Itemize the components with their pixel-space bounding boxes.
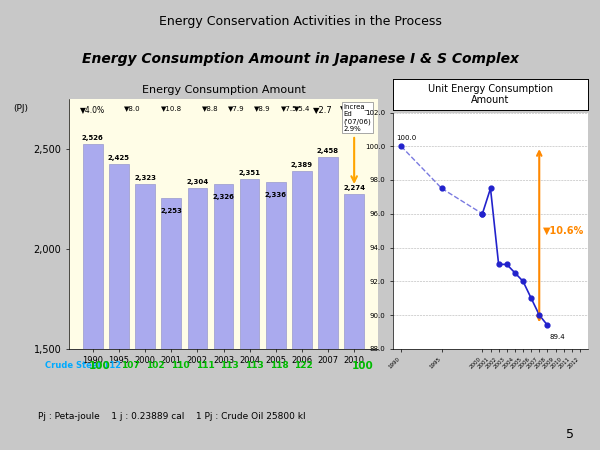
Text: ▼4.0%: ▼4.0% [80,105,106,114]
Text: 100: 100 [352,361,373,371]
Point [518,278,528,285]
Text: 2,336: 2,336 [265,192,287,198]
Point [397,143,406,150]
Text: 2,274: 2,274 [343,185,365,191]
Text: 118: 118 [270,361,289,370]
Text: ▼10.8: ▼10.8 [161,105,182,111]
Text: 100.0: 100.0 [396,135,416,141]
Text: 122: 122 [295,361,313,370]
Point [502,261,512,268]
Point [486,185,496,192]
Text: Crude Steel 112: Crude Steel 112 [45,361,121,370]
Point [494,261,503,268]
Text: 2,304: 2,304 [186,179,208,185]
Text: 2,351: 2,351 [239,170,260,176]
Text: Pj : Peta-joule    1 j : 0.23889 cal    1 Pj : Crude Oil 25800 kl: Pj : Peta-joule 1 j : 0.23889 cal 1 Pj :… [38,412,305,421]
Text: Energy Consumption Amount in Japanese I & S Complex: Energy Consumption Amount in Japanese I … [82,52,518,66]
Text: ▼8.9: ▼8.9 [254,105,271,111]
Text: ▼8.0: ▼8.0 [124,105,140,111]
Bar [266,182,286,450]
Text: 2,323: 2,323 [134,176,156,181]
Bar [318,158,338,450]
Title: Energy Consumption Amount: Energy Consumption Amount [142,86,305,95]
Bar [292,171,311,450]
Text: 110: 110 [171,361,190,370]
Text: ▼10%: ▼10% [340,105,368,114]
Text: 89.4: 89.4 [549,333,565,340]
Text: 5: 5 [566,428,574,441]
Bar [344,194,364,450]
Text: 2,458: 2,458 [317,148,339,154]
Point [478,210,487,217]
Text: 100: 100 [89,361,111,371]
Text: ▼2.7: ▼2.7 [313,105,332,114]
Text: 2,526: 2,526 [82,135,104,141]
Bar [240,179,259,450]
Bar [109,164,129,450]
Text: ▼7.9: ▼7.9 [228,105,245,111]
Text: 113: 113 [245,361,264,370]
Text: 2,253: 2,253 [160,208,182,214]
Text: ▼5.4: ▼5.4 [294,105,310,111]
Text: 111: 111 [196,361,214,370]
Text: 107: 107 [121,361,140,370]
Point [526,294,536,302]
Text: ▼8.8: ▼8.8 [202,105,219,111]
Bar [83,144,103,450]
Text: 113: 113 [220,361,239,370]
Text: ▼10.6%: ▼10.6% [544,225,584,236]
Bar [214,184,233,450]
Text: 2,425: 2,425 [108,155,130,161]
Text: Energy Conservation Activities in the Process: Energy Conservation Activities in the Pr… [158,15,442,28]
Text: ▼7.5: ▼7.5 [281,105,297,111]
Text: 2,389: 2,389 [291,162,313,168]
Bar [188,188,207,450]
Point [542,321,552,328]
Point [535,311,544,319]
Point [437,185,446,192]
Point [478,210,487,217]
Text: Increa_
Ed
('07/06)
2.9%: Increa_ Ed ('07/06) 2.9% [344,104,371,132]
Text: 2,326: 2,326 [212,194,235,200]
Text: Unit Energy Consumption
Amount: Unit Energy Consumption Amount [428,84,553,105]
Text: (PJ): (PJ) [13,104,28,113]
Bar [136,184,155,450]
Text: 102: 102 [146,361,165,370]
Bar [161,198,181,450]
Point [510,269,520,276]
